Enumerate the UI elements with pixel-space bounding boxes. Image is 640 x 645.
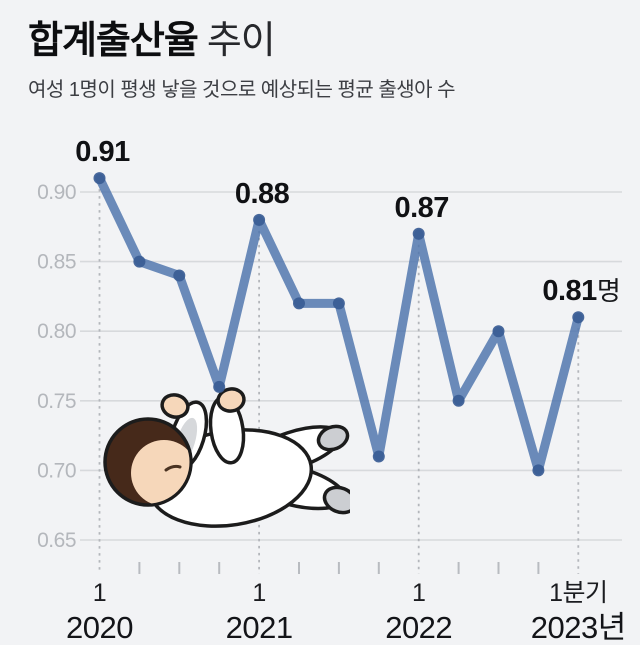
x-axis-year-label: 2023년: [530, 610, 626, 645]
data-point-marker: [173, 269, 186, 282]
page-title: 합계출산율 추이: [28, 18, 612, 64]
y-axis-tick-label: 0.75: [37, 390, 76, 413]
data-point-value: 0.87: [394, 191, 449, 224]
data-point-marker: [532, 464, 545, 477]
data-point-marker: [412, 227, 425, 240]
x-axis-quarter-label: 1: [411, 579, 426, 607]
x-axis-quarter-label: 1분기: [549, 579, 608, 607]
title-sub: 추이: [206, 20, 276, 62]
data-point-value: 0.88: [234, 177, 290, 210]
data-point-marker: [93, 172, 106, 185]
baby-illustration: [100, 386, 358, 531]
data-point-label: 0.87: [394, 191, 449, 225]
data-point-marker: [372, 450, 385, 463]
data-point-value: 0.81: [542, 275, 597, 308]
y-axis-tick-label: 0.85: [37, 251, 76, 274]
x-axis-quarter-label: 1: [92, 579, 107, 607]
x-axis-year-label: 2022: [385, 610, 453, 645]
data-point-marker: [253, 213, 266, 226]
data-point-label: 0.88: [234, 177, 290, 211]
title-main: 합계출산율: [28, 20, 199, 62]
data-point-marker: [572, 311, 585, 324]
x-axis-group-label: 1분기 2023년: [531, 580, 626, 645]
data-point-marker: [492, 325, 505, 338]
data-point-marker: [332, 297, 345, 310]
baby-lying-icon: [103, 387, 358, 528]
y-axis-tick-label: 0.80: [37, 320, 76, 343]
baby-hand-right: [216, 387, 246, 413]
x-axis-group-label: 1 2020: [66, 580, 133, 645]
data-point-value: 0.91: [75, 136, 130, 169]
data-point-marker: [133, 255, 146, 268]
data-point-unit: 명: [596, 276, 621, 307]
y-axis-tick-label: 0.65: [37, 529, 76, 552]
data-point-marker: [293, 297, 305, 310]
y-axis-tick-label: 0.70: [37, 459, 76, 482]
chart-subtitle: 여성 1명이 평생 낳을 것으로 예상되는 평균 출생아 수: [28, 79, 455, 101]
chart-header: 합계출산율 추이 여성 1명이 평생 낳을 것으로 예상되는 평균 출생아 수: [28, 18, 612, 102]
x-axis-group-label: 1 2021: [226, 580, 293, 645]
data-point-marker: [452, 394, 465, 407]
y-axis-tick-label: 0.90: [37, 181, 76, 204]
x-axis-year-label: 2020: [66, 610, 133, 645]
x-axis-quarter-label: 1: [252, 579, 266, 607]
x-axis-year-label: 2021: [225, 610, 293, 645]
data-point-label: 0.81명: [542, 274, 620, 308]
data-point-label: 0.91: [75, 135, 130, 169]
x-axis-group-label: 1 2022: [385, 580, 452, 645]
